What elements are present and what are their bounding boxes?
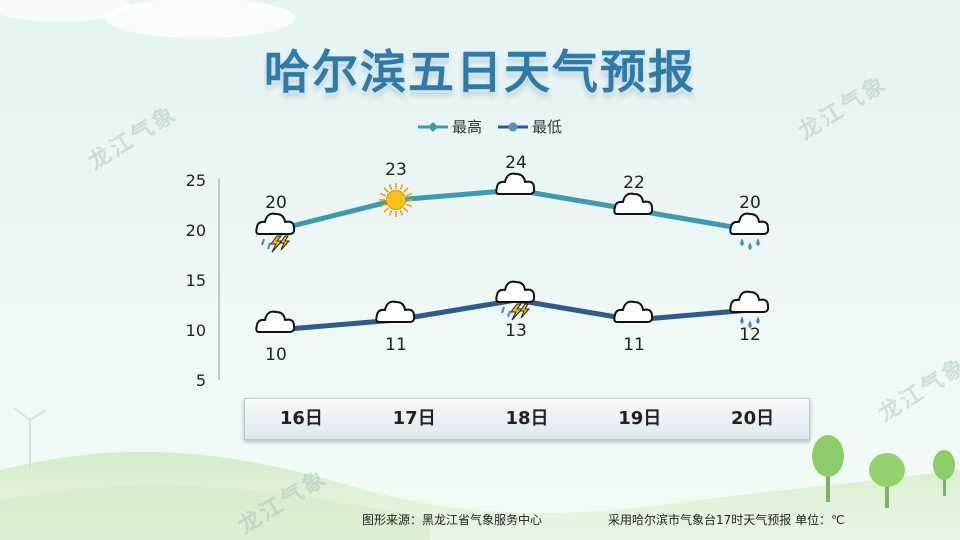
cloud-shape (255, 310, 296, 333)
day-label: 19日 (618, 408, 662, 429)
rain-drop (261, 238, 265, 246)
cloud-rain-icon (729, 290, 770, 328)
rain-drop (748, 242, 752, 250)
rain-drop (507, 310, 511, 318)
sun-disc (385, 189, 407, 211)
y-tick-label: 20 (186, 221, 206, 240)
sun-ray (405, 192, 413, 197)
legend-item-low: 最低 (498, 116, 562, 137)
sun-ray (388, 209, 393, 217)
sun-ray (399, 183, 404, 191)
sun-ray (399, 209, 404, 217)
y-tick-label: 25 (186, 171, 206, 190)
high-temp-label: 20 (265, 193, 287, 213)
legend-label-low: 最低 (532, 118, 563, 136)
page-title: 哈尔滨五日天气预报 (264, 45, 696, 99)
cloud-thunder-rain-icon (255, 212, 296, 253)
day-label: 20日 (731, 408, 775, 429)
circle-marker-icon (498, 122, 529, 131)
rain-drop (756, 238, 760, 246)
lightning-bolt (519, 303, 531, 319)
lightning-bolt (510, 303, 524, 321)
cloud-rain-icon (729, 212, 770, 250)
tree-decoration (812, 435, 955, 508)
low-temp-label: 13 (505, 321, 527, 341)
high-temp-label: 24 (505, 153, 527, 173)
lightning-bolt (270, 235, 284, 253)
cloud-shape (613, 300, 654, 323)
low-temp-label: 11 (623, 335, 645, 355)
low-temp-label: 10 (265, 345, 287, 365)
y-tick-label: 10 (186, 321, 206, 340)
day-label: 17日 (392, 408, 436, 429)
sun-ray (383, 187, 389, 193)
cloud-thunder-rain-icon (495, 280, 536, 321)
sun-ray (379, 192, 387, 197)
rain-drop (267, 242, 271, 250)
cloud-shape (729, 290, 770, 313)
sun-ray (383, 207, 389, 213)
day-label: 16日 (279, 408, 323, 429)
wind-turbine-decoration (13, 407, 47, 470)
legend-label-high: 最高 (452, 118, 483, 136)
cloud-shape (255, 212, 296, 235)
cloud-icon (495, 172, 536, 195)
lightning-bolt (279, 235, 291, 251)
rain-drop (501, 306, 505, 314)
cloud-shape (729, 212, 770, 235)
cloud-shape (495, 280, 536, 303)
sun-icon (379, 183, 413, 217)
sun-ray (405, 203, 413, 208)
cloud-icon (255, 310, 296, 333)
rain-drop (740, 316, 744, 324)
chart-legend: 最高 最低 (418, 116, 562, 137)
low-temp-label: 12 (739, 325, 761, 345)
cloud-shape (613, 192, 654, 215)
sun-ray (403, 207, 409, 213)
low-temp-label: 11 (385, 335, 407, 355)
sun-ray (403, 187, 409, 193)
cloud-shape (495, 172, 536, 195)
cloud-icon (375, 300, 416, 323)
rain-drop (748, 320, 752, 328)
high-temp-label: 23 (385, 160, 407, 180)
day-axis-bar: 16日 17日 18日 19日 20日 (244, 398, 810, 440)
high-temp-label: 20 (739, 193, 761, 213)
legend-item-high: 最高 (418, 116, 482, 137)
source-text: 图形来源：黑龙江省气象服务中心 (362, 513, 543, 527)
unit-note: 采用哈尔滨市气象台17时天气预报 单位：℃ (608, 513, 845, 527)
rain-drop (756, 316, 760, 324)
rain-drop (740, 238, 744, 246)
high-temperature-line (273, 187, 753, 233)
cloud-shape (375, 300, 416, 323)
cloud-icon (613, 192, 654, 215)
diamond-marker-icon (418, 121, 448, 132)
cloud-decoration (105, 0, 295, 38)
sun-ray (379, 203, 387, 208)
cloud-icon (613, 300, 654, 323)
y-tick-label: 15 (186, 271, 206, 290)
day-label: 18日 (505, 408, 549, 429)
sun-ray (388, 183, 393, 191)
high-temp-label: 22 (623, 173, 645, 193)
y-tick-label: 5 (196, 371, 206, 390)
